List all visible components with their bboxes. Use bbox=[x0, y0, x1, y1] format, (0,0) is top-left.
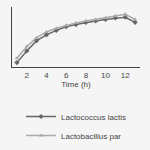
svg-text:2: 2 bbox=[25, 71, 30, 80]
svg-text:4: 4 bbox=[44, 71, 49, 80]
svg-text:10: 10 bbox=[101, 71, 110, 80]
svg-text:Lactococcus lactis: Lactococcus lactis bbox=[61, 113, 126, 122]
svg-text:12: 12 bbox=[121, 71, 130, 80]
svg-text:6: 6 bbox=[64, 71, 69, 80]
svg-text:Lactobacillus par: Lactobacillus par bbox=[61, 132, 121, 141]
svg-text:Time (h): Time (h) bbox=[61, 80, 91, 89]
svg-text:8: 8 bbox=[84, 71, 89, 80]
